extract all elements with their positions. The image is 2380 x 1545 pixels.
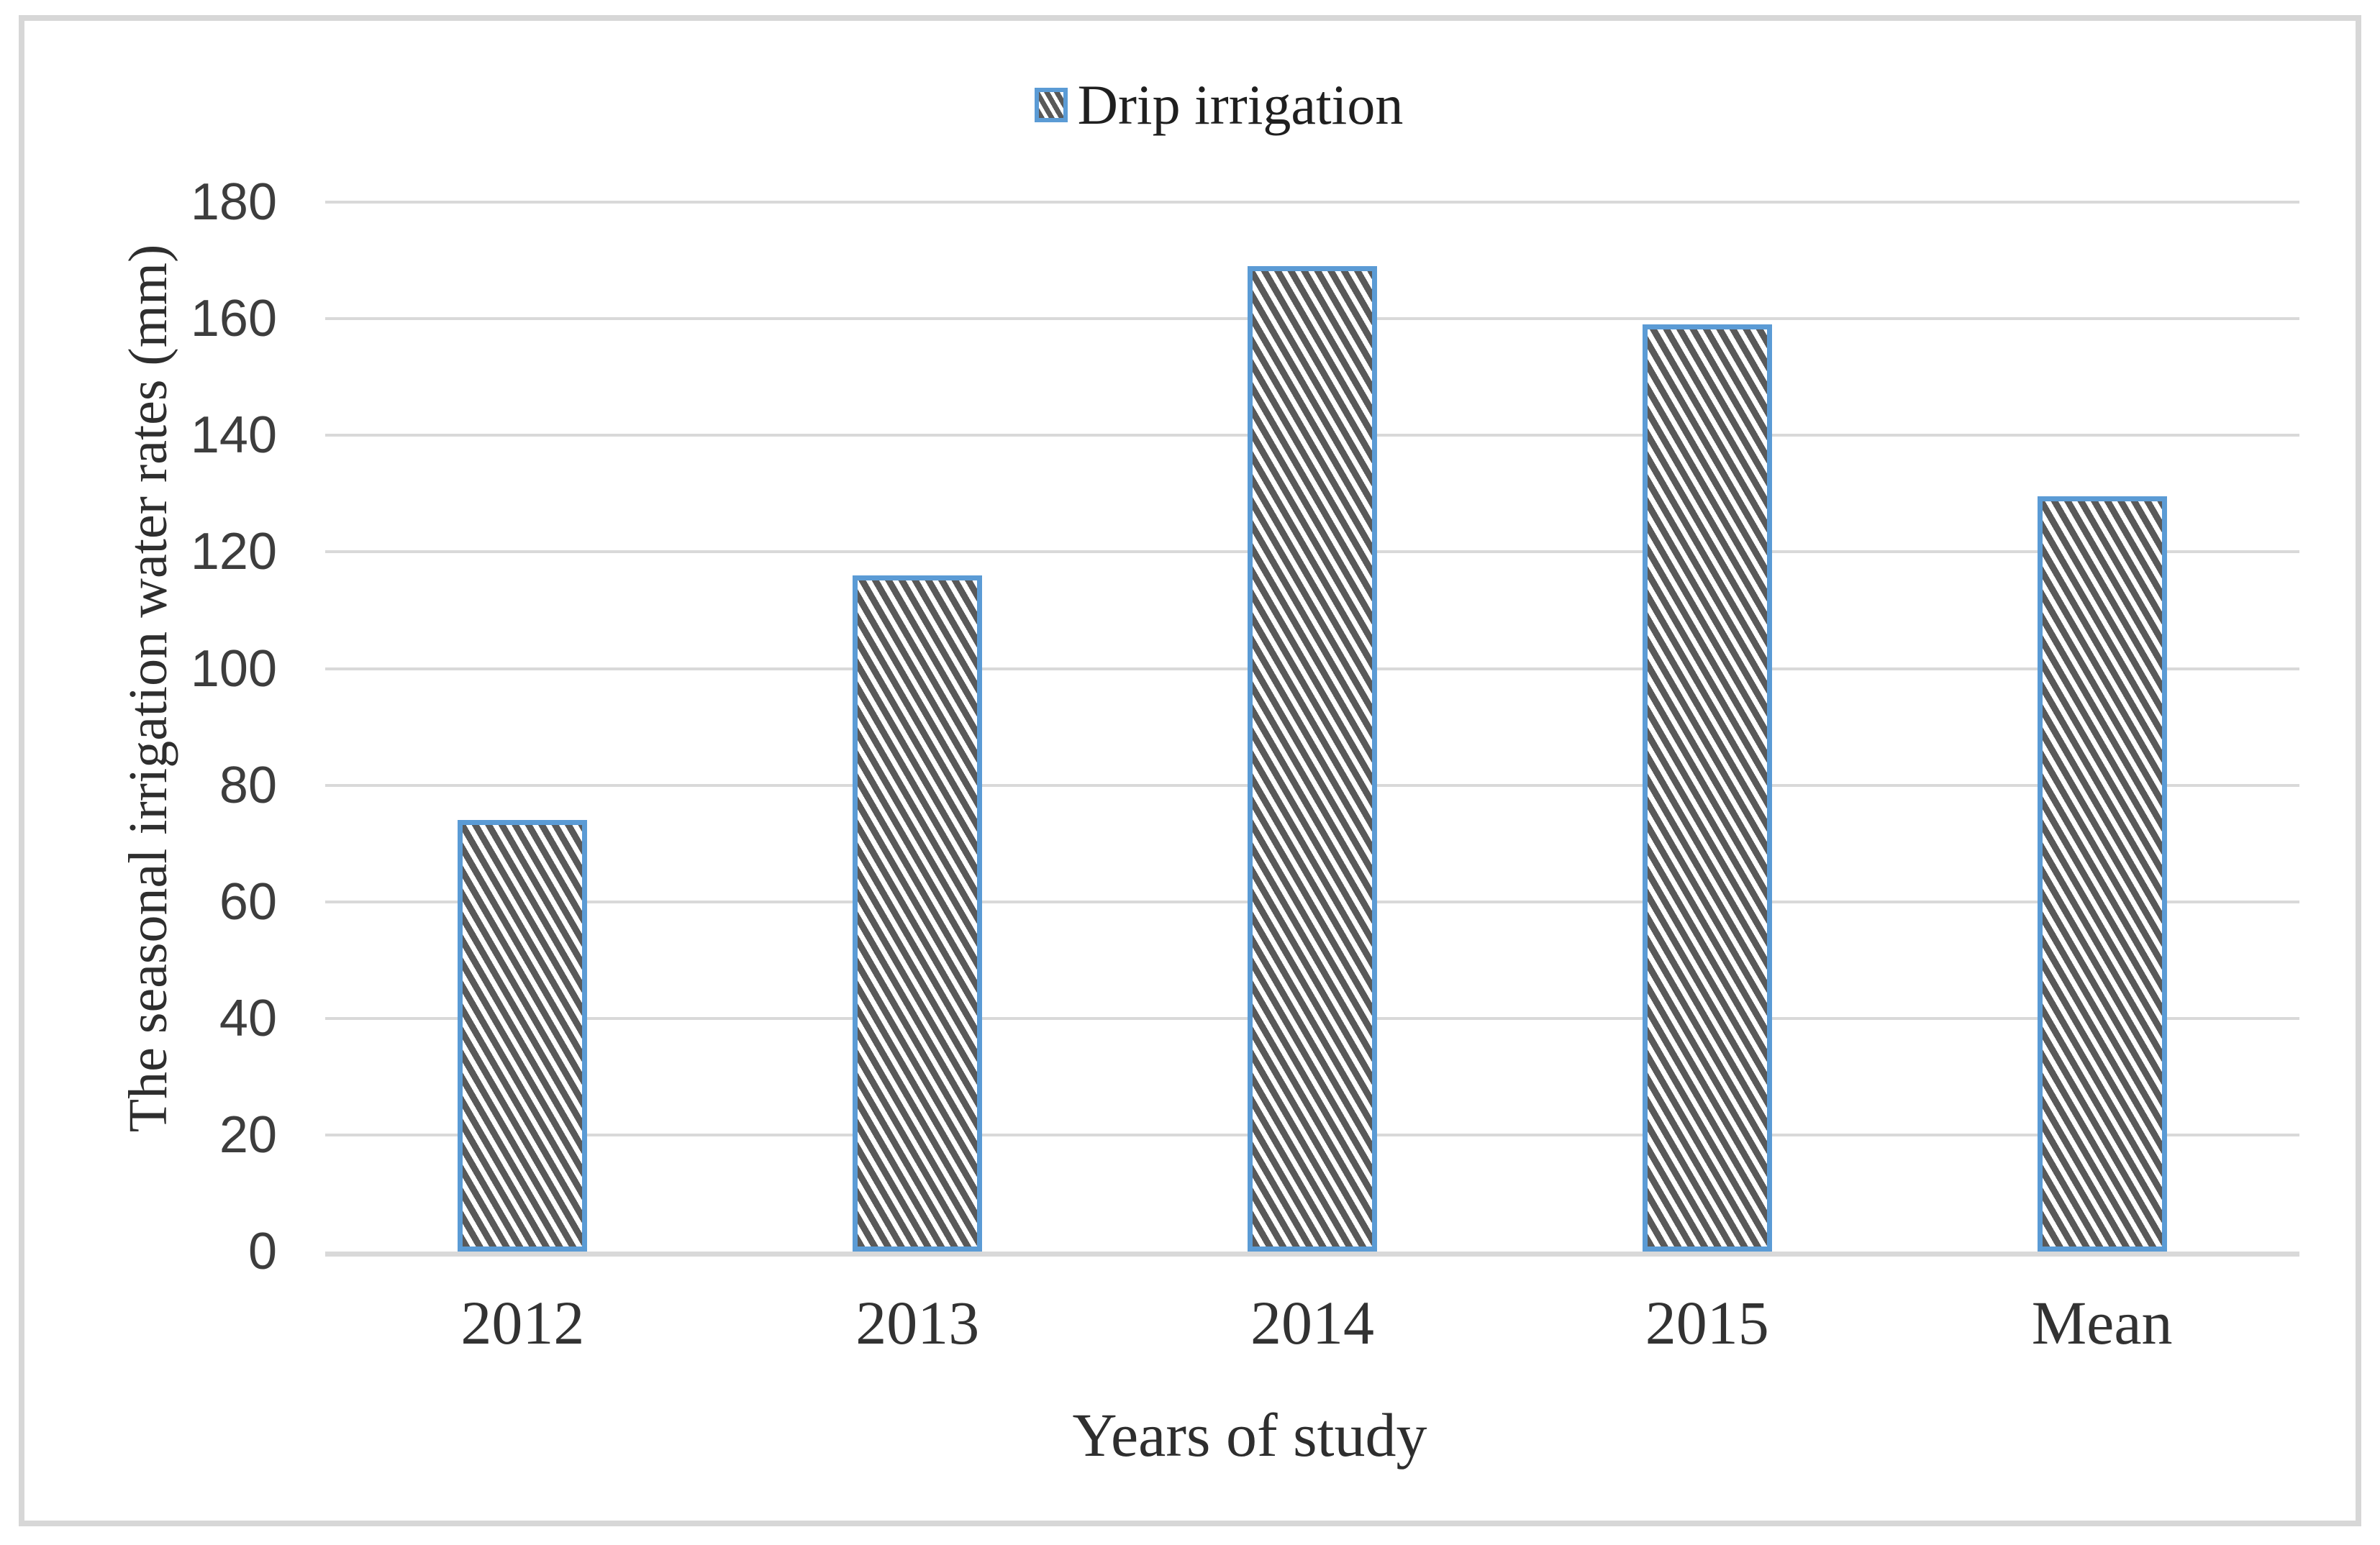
y-tick-label-100: 100 bbox=[190, 639, 277, 698]
bar-2013 bbox=[853, 575, 983, 1252]
y-tick-label-0: 0 bbox=[247, 1223, 277, 1280]
legend: Drip irrigation bbox=[29, 70, 2380, 140]
bar-2014 bbox=[1248, 266, 1377, 1252]
gridline-180 bbox=[325, 201, 2299, 204]
y-tick-label-160: 160 bbox=[190, 290, 277, 348]
bar-mean bbox=[2037, 496, 2167, 1252]
bar-2015 bbox=[1642, 324, 1772, 1252]
y-tick-label-120: 120 bbox=[190, 523, 277, 581]
x-tick-label-2013: 2013 bbox=[855, 1288, 980, 1357]
y-tick-label-80: 80 bbox=[219, 756, 277, 814]
y-tick-label-20: 20 bbox=[219, 1106, 277, 1164]
x-tick-label-2012: 2012 bbox=[460, 1288, 585, 1357]
x-tick-label-mean: Mean bbox=[2031, 1288, 2173, 1357]
x-tick-label-2014: 2014 bbox=[1250, 1288, 1374, 1357]
y-tick-label-60: 60 bbox=[219, 872, 277, 931]
x-axis-title: Years of study bbox=[1072, 1400, 1427, 1469]
y-tick-label-180: 180 bbox=[190, 173, 277, 232]
legend-hatch-swatch-icon bbox=[1034, 88, 1068, 122]
x-tick-label-2015: 2015 bbox=[1645, 1288, 1769, 1357]
bar-2012 bbox=[458, 820, 588, 1252]
figure-border bbox=[19, 15, 2361, 1526]
y-tick-label-40: 40 bbox=[219, 989, 277, 1047]
legend-label: Drip irrigation bbox=[1077, 73, 1404, 136]
x-axis-baseline bbox=[325, 1252, 2299, 1257]
y-tick-label-140: 140 bbox=[190, 406, 277, 465]
